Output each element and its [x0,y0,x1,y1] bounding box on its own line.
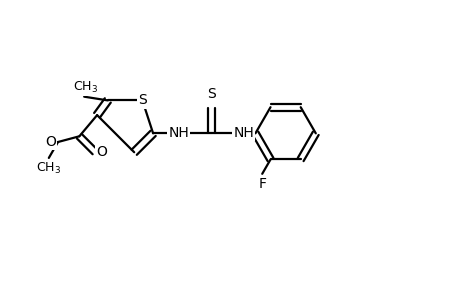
Text: CH$_3$: CH$_3$ [73,80,98,95]
Text: NH: NH [233,126,253,140]
Text: F: F [257,178,266,191]
Text: S: S [207,87,215,101]
Text: CH$_3$: CH$_3$ [36,161,61,176]
Text: O: O [45,135,56,149]
Text: S: S [138,93,146,107]
Text: O: O [96,145,107,159]
Text: NH: NH [168,126,189,140]
